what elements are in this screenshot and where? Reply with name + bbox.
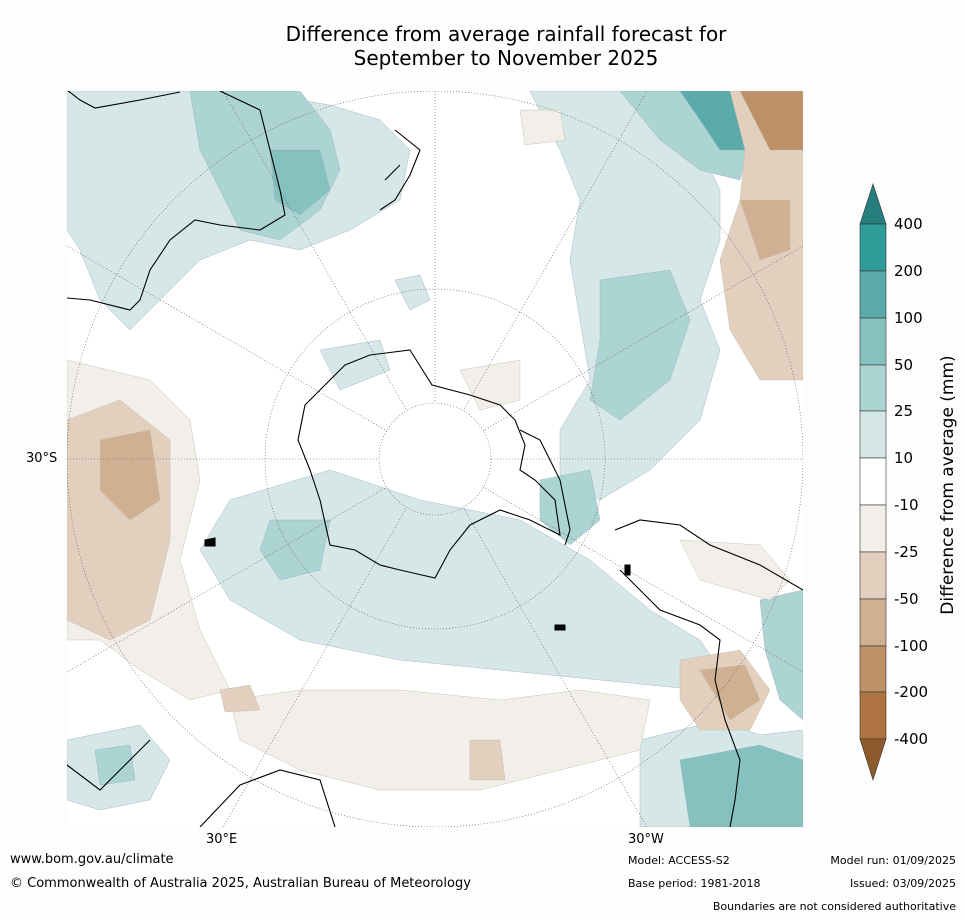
title-line-2: September to November 2025 <box>353 46 659 70</box>
colorbar-tick-label: 25 <box>894 402 914 420</box>
antarctica-coast <box>297 349 561 579</box>
website-link[interactable]: www.bom.gov.au/climate <box>10 852 174 867</box>
colorbar-bin <box>859 598 887 647</box>
chart-title: Difference from average rainfall forecas… <box>0 22 965 70</box>
colorbar-bin <box>859 223 887 272</box>
colorbar-tick-label: 100 <box>894 309 923 327</box>
colorbar-tick-label: 400 <box>894 215 923 233</box>
model-run-date: Model run: 01/09/2025 <box>830 854 956 867</box>
map-field <box>67 91 803 827</box>
colorbar-bin <box>859 270 887 319</box>
lat-label-30s: 30°S <box>26 451 58 466</box>
copyright-text: © Commonwealth of Australia 2025, Austra… <box>10 876 471 891</box>
colorbar-tick-label: 50 <box>894 356 914 374</box>
colorbar-axis-label: Difference from average (mm) <box>938 355 958 615</box>
colorbar-bin <box>859 551 887 600</box>
model-name: Model: ACCESS-S2 <box>628 854 730 867</box>
colorbar-bin <box>859 691 887 740</box>
colorbar <box>859 183 887 781</box>
south-america-coast <box>614 519 803 827</box>
colorbar-tick-label: -10 <box>894 496 919 514</box>
colorbar-bin <box>859 364 887 412</box>
colorbar-bin <box>859 645 887 693</box>
antarctic-peninsula <box>519 429 571 546</box>
colorbar-tick-label: -100 <box>894 637 929 655</box>
base-period: Base period: 1981-2018 <box>628 877 761 890</box>
colorbar-bin <box>859 504 887 553</box>
wetter-regions <box>67 91 803 827</box>
colorbar-extend-top <box>859 183 887 225</box>
colorbar-extend-bottom <box>859 738 887 781</box>
issued-date: Issued: 03/09/2025 <box>849 877 956 890</box>
colorbar-bin <box>859 317 887 366</box>
new-zealand-coast <box>379 129 421 211</box>
colorbar-tick-label: -50 <box>894 590 919 608</box>
colorbar-tick-label: 10 <box>894 449 914 467</box>
coastlines <box>67 91 803 827</box>
colorbar-tick-label: -25 <box>894 543 919 561</box>
colorbar-bin <box>859 410 887 459</box>
drier-regions <box>67 91 803 791</box>
lon-label-30e: 30°E <box>206 832 238 847</box>
australia-coast <box>67 91 286 311</box>
graticule <box>67 91 803 827</box>
colorbar-tick-label: -400 <box>894 730 929 748</box>
africa-coast <box>67 739 336 827</box>
colorbar-tick-label: -200 <box>894 683 929 701</box>
title-line-1: Difference from average rainfall forecas… <box>285 22 727 46</box>
lon-label-30w: 30°W <box>628 832 664 847</box>
colorbar-bin <box>859 457 887 506</box>
colorbar-tick-label: 200 <box>894 262 923 280</box>
boundaries-disclaimer: Boundaries are not considered authoritat… <box>712 900 956 913</box>
